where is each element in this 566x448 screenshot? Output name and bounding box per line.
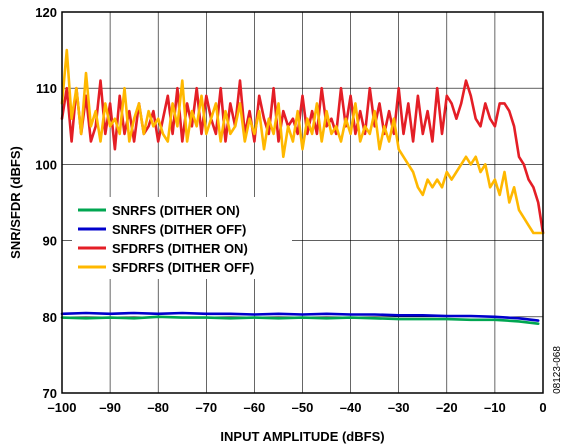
legend: SNRFS (DITHER ON) SNRFS (DITHER OFF) SFDRF… — [72, 197, 292, 279]
legend-label: SFDRFS (DITHER OFF) — [112, 260, 254, 275]
x-tick-label: –40 — [340, 400, 362, 415]
y-tick-label: 120 — [35, 5, 57, 20]
y-tick-label: 80 — [43, 310, 57, 325]
legend-background — [72, 197, 292, 279]
legend-label: SNRFS (DITHER OFF) — [112, 222, 246, 237]
y-tick-label: 110 — [36, 81, 57, 96]
y-axis-label: SNR/SFDR (dBFS) — [8, 146, 23, 259]
y-tick-label: 100 — [35, 157, 57, 172]
x-tick-label: –70 — [195, 400, 217, 415]
legend-label: SFDRFS (DITHER ON) — [112, 241, 248, 256]
y-tick-label: 70 — [43, 386, 57, 401]
x-tick-label: –60 — [244, 400, 266, 415]
series-line-snrfs-dither-on — [60, 315, 540, 326]
x-axis-label: INPUT AMPLITUDE (dBFS) — [220, 429, 384, 444]
y-tick-label: 90 — [43, 234, 57, 249]
series-line-snrfs-dither-off — [60, 311, 540, 322]
x-tick-label: –10 — [484, 400, 506, 415]
x-tick-label: 0 — [539, 400, 546, 415]
figure-id: 08123-068 — [552, 346, 563, 394]
x-tick-label: –50 — [292, 400, 314, 415]
x-tick-labels: –100 –90 –80 –70 –60 –50 –40 –30 –20 –10 0 — [48, 400, 547, 415]
x-tick-label: –100 — [48, 400, 77, 415]
x-tick-label: –20 — [436, 400, 458, 415]
series-lines — [60, 48, 545, 326]
y-tick-labels: 70 80 90 100 110 120 — [35, 5, 57, 401]
legend-label: SNRFS (DITHER ON) — [112, 203, 240, 218]
x-tick-label: –80 — [147, 400, 169, 415]
plot-frame — [61, 11, 544, 394]
series-line-sfdrfs-dither-off — [60, 48, 545, 235]
x-tick-label: –30 — [388, 400, 410, 415]
x-tick-label: –90 — [99, 400, 121, 415]
